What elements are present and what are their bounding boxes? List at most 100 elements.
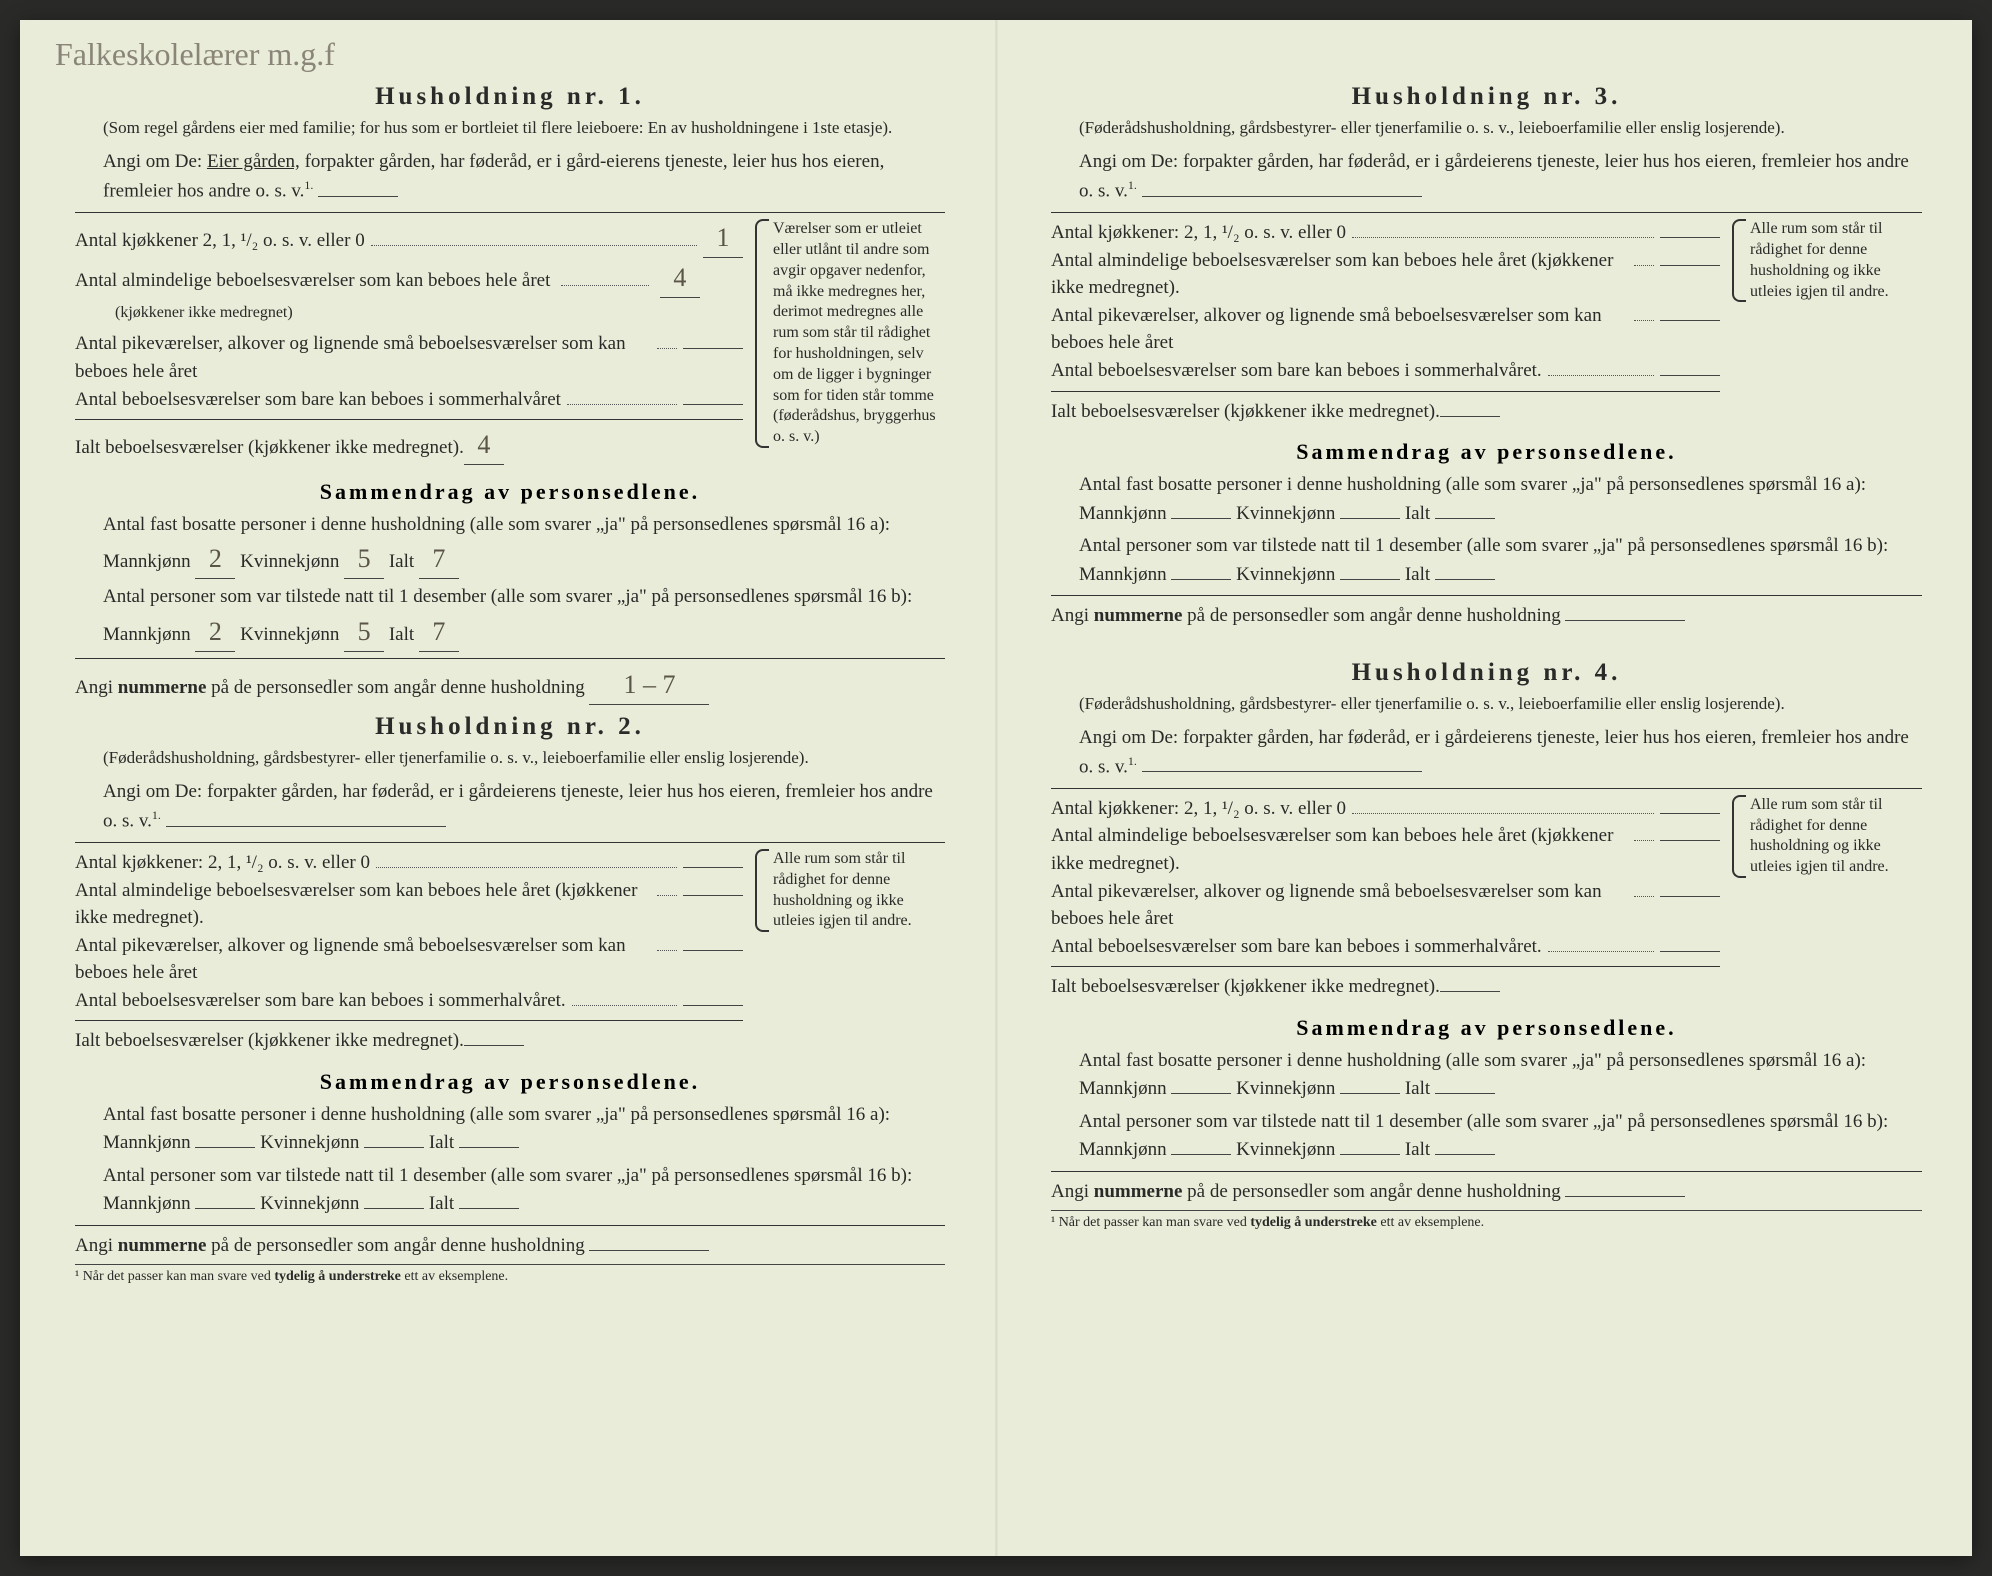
rooms-ordinary-label: Antal almindelige beboelsesværelser som … <box>1051 247 1628 302</box>
divider <box>1051 1171 1922 1172</box>
nummer-row-2: Angi nummerne på de personsedler som ang… <box>75 1232 945 1261</box>
household-1-rooms-block: Antal kjøkkener 2, 1, ¹/₂ o. s. v. eller… <box>75 219 945 465</box>
rooms-summer-label: Antal beboelsesværelser som bare kan beb… <box>1051 933 1542 961</box>
side-note-text: Værelser som er utleiet eller utlånt til… <box>773 220 936 445</box>
household-4-title: Husholdning nr. 4. <box>1051 659 1922 687</box>
divider <box>1051 788 1922 789</box>
mann-label: Mannkjønn <box>1079 503 1167 524</box>
tilstede-4: Antal personer som var tilstede natt til… <box>1051 1108 1922 1165</box>
rooms-small-label: Antal pikeværelser, alkover og lignende … <box>1051 302 1628 357</box>
mann-label: Mannkjønn <box>1079 1139 1167 1160</box>
rooms-total-label: Ialt beboelsesværelser (kjøkkener ikke m… <box>1051 398 1440 426</box>
rooms-small-row: Antal pikeværelser, alkover og lignende … <box>75 330 743 385</box>
rooms-small-label: Antal pikeværelser, alkover og lignende … <box>75 330 651 385</box>
side-note-text: Alle rum som står til rådighet for denne… <box>1750 796 1889 875</box>
tilstede-label-text: Antal personer som var tilstede natt til… <box>1079 535 1888 556</box>
kitchens-value: 1 <box>703 219 743 258</box>
divider <box>1051 212 1922 213</box>
nummer-row: Angi nummerne på de personsedler som ang… <box>75 665 945 705</box>
side-note-1: Værelser som er utleiet eller utlånt til… <box>755 219 945 448</box>
divider <box>75 842 945 843</box>
household-2-angi: Angi om De: forpakter gården, har føderå… <box>75 778 945 836</box>
tilstede-label-text: Antal personer som var tilstede natt til… <box>1079 1111 1888 1132</box>
brace-icon <box>755 219 769 448</box>
kitchens-label: Antal kjøkkener: 2, 1, ¹/₂ o. s. v. elle… <box>1051 795 1346 823</box>
ialt-label: Ialt <box>429 1132 454 1153</box>
angi-options: forpakter gården, har føderåd, er i gård… <box>1079 151 1909 202</box>
footnote-ref: 1. <box>304 178 313 192</box>
angi-prefix: Angi om De: <box>1079 151 1178 172</box>
rooms-total-value: 4 <box>464 426 504 465</box>
sammendrag-1-title: Sammendrag av personsedlene. <box>75 479 945 505</box>
kvinne-label: Kvinnekjønn <box>240 551 339 572</box>
mann-label: Mannkjønn <box>103 1193 191 1214</box>
angi-prefix: Angi om De: <box>103 781 202 802</box>
brace-icon <box>1732 219 1746 302</box>
ialt-label: Ialt <box>1405 503 1430 524</box>
tilstede-2: Antal personer som var tilstede natt til… <box>75 1162 945 1219</box>
angi-options: forpakter gården, har føderåd, er i gård… <box>103 781 933 832</box>
rooms-total-label: Ialt beboelsesværelser (kjøkkener ikke m… <box>75 434 464 462</box>
household-1-title: Husholdning nr. 1. <box>75 83 945 111</box>
kvinne-label: Kvinnekjønn <box>260 1193 359 1214</box>
angi-selected: Eier gården, <box>207 151 300 172</box>
angi-blank <box>1142 771 1422 772</box>
tilstede-label: Antal personer som var tilstede natt til… <box>75 583 945 652</box>
ialt-label: Ialt <box>429 1193 454 1214</box>
fast-bosatte-4: Antal fast bosatte personer i denne hush… <box>1051 1047 1922 1104</box>
rooms-summer-label: Antal beboelsesværelser som bare kan beb… <box>1051 357 1542 385</box>
kitchens-row: Antal kjøkkener 2, 1, ¹/₂ o. s. v. eller… <box>75 219 743 258</box>
brace-icon <box>755 849 769 932</box>
kitchens-label: Antal kjøkkener 2, 1, ¹/₂ o. s. v. eller… <box>75 227 365 255</box>
rooms-ordinary-value: 4 <box>660 258 700 298</box>
fast-label-text: Antal fast bosatte personer i denne hush… <box>1079 474 1866 495</box>
tilstede-label-text: Antal personer som var tilstede natt til… <box>103 1165 912 1186</box>
nummer-row-3: Angi nummerne på de personsedler som ang… <box>1051 602 1922 631</box>
side-note-text: Alle rum som står til rådighet for denne… <box>773 850 912 929</box>
rooms-ordinary-label: Antal almindelige beboelsesværelser som … <box>75 270 550 291</box>
divider <box>75 1225 945 1226</box>
left-page: Falkeskolelærer m.g.f Husholdning nr. 1.… <box>20 20 996 1556</box>
right-page: Husholdning nr. 3. (Føderådshusholdning,… <box>996 20 1972 1556</box>
sammendrag-4-title: Sammendrag av personsedlene. <box>1051 1015 1922 1041</box>
rooms-summer-label: Antal beboelsesværelser som bare kan beb… <box>75 987 566 1015</box>
kvinne-label: Kvinnekjønn <box>240 624 339 645</box>
divider <box>1051 595 1922 596</box>
nummer-row-4: Angi nummerne på de personsedler som ang… <box>1051 1178 1922 1207</box>
fast-label-text: Antal fast bosatte personer i denne hush… <box>1079 1050 1866 1071</box>
side-note-3: Alle rum som står til rådighet for denne… <box>1732 219 1922 302</box>
tilstede-ialt-value: 7 <box>419 612 459 652</box>
kitchens-label: Antal kjøkkener: 2, 1, ¹/₂ o. s. v. elle… <box>75 849 370 877</box>
kitchens-label: Antal kjøkkener: 2, 1, ¹/₂ o. s. v. elle… <box>1051 219 1346 247</box>
ialt-label: Ialt <box>1405 564 1430 585</box>
angi-prefix: Angi om De: <box>1079 727 1178 748</box>
sammendrag-3-title: Sammendrag av personsedlene. <box>1051 439 1922 465</box>
rooms-ordinary-row: Antal almindelige beboelsesværelser som … <box>75 258 743 327</box>
household-4-angi: Angi om De: forpakter gården, har føderå… <box>1051 724 1922 782</box>
ialt-label: Ialt <box>1405 1139 1430 1160</box>
household-2-subtitle: (Føderådshusholdning, gårdsbestyrer- ell… <box>75 747 945 770</box>
tilstede-mann-value: 2 <box>195 612 235 652</box>
fast-label-text: Antal fast bosatte personer i denne hush… <box>103 1104 890 1125</box>
nummer-value: 1 – 7 <box>589 665 709 705</box>
mann-label: Mannkjønn <box>103 551 191 572</box>
tilstede-label-text: Antal personer som var tilstede natt til… <box>103 586 912 607</box>
kvinne-label: Kvinnekjønn <box>1236 564 1335 585</box>
census-form-document: Falkeskolelærer m.g.f Husholdning nr. 1.… <box>20 20 1972 1556</box>
fast-bosatte-3: Antal fast bosatte personer i denne hush… <box>1051 471 1922 528</box>
rooms-total-label: Ialt beboelsesværelser (kjøkkener ikke m… <box>1051 973 1440 1001</box>
footnote-ref: 1. <box>152 808 161 822</box>
household-3-rooms-block: Antal kjøkkener: 2, 1, ¹/₂ o. s. v. elle… <box>1051 219 1922 425</box>
sammendrag-2-title: Sammendrag av personsedlene. <box>75 1069 945 1095</box>
kvinne-label: Kvinnekjønn <box>1236 1078 1335 1099</box>
mann-label: Mannkjønn <box>1079 1078 1167 1099</box>
fast-bosatte-label: Antal fast bosatte personer i denne hush… <box>75 511 945 580</box>
rooms-ordinary-label: Antal almindelige beboelsesværelser som … <box>75 877 651 932</box>
ialt-label: Ialt <box>1405 1078 1430 1099</box>
ialt-label: Ialt <box>389 551 414 572</box>
divider <box>75 419 743 420</box>
mann-label: Mannkjønn <box>103 1132 191 1153</box>
household-3-angi: Angi om De: forpakter gården, har føderå… <box>1051 148 1922 206</box>
side-note-4: Alle rum som står til rådighet for denne… <box>1732 795 1922 878</box>
footnote-right: ¹ Når det passer kan man svare ved tydel… <box>1051 1210 1922 1231</box>
